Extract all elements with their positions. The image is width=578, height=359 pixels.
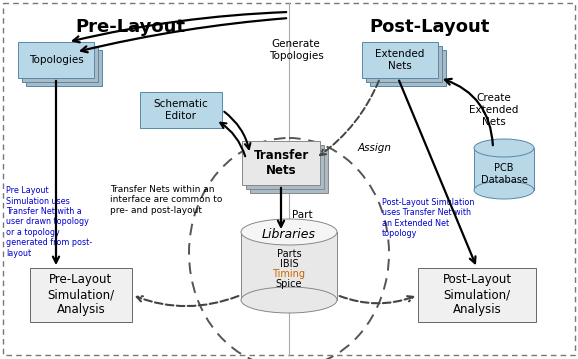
- Text: Libraries: Libraries: [262, 228, 316, 242]
- Ellipse shape: [474, 181, 534, 199]
- FancyBboxPatch shape: [250, 149, 328, 193]
- Bar: [241, 232, 337, 300]
- Ellipse shape: [474, 139, 534, 157]
- Text: PCB
Database: PCB Database: [480, 163, 528, 185]
- FancyBboxPatch shape: [30, 268, 132, 322]
- Text: Spice: Spice: [276, 279, 302, 289]
- Ellipse shape: [241, 219, 337, 245]
- Text: Schematic
Editor: Schematic Editor: [154, 99, 209, 121]
- FancyBboxPatch shape: [18, 42, 94, 78]
- FancyBboxPatch shape: [242, 141, 320, 185]
- Text: Topologies: Topologies: [29, 55, 83, 65]
- Text: Generate
Topologies: Generate Topologies: [269, 39, 323, 61]
- Text: Create
Extended
Nets: Create Extended Nets: [469, 93, 518, 127]
- Text: Transfer
Nets: Transfer Nets: [253, 149, 309, 177]
- Ellipse shape: [241, 287, 337, 313]
- FancyBboxPatch shape: [366, 46, 442, 82]
- Text: Pre-Layout
Simulation/
Analysis: Pre-Layout Simulation/ Analysis: [47, 274, 114, 317]
- Text: IBIS: IBIS: [280, 259, 298, 269]
- Text: Assign: Assign: [358, 143, 392, 153]
- Text: Pre-Layout: Pre-Layout: [75, 18, 185, 36]
- FancyBboxPatch shape: [140, 92, 222, 128]
- FancyBboxPatch shape: [362, 42, 438, 78]
- Text: Extended
Nets: Extended Nets: [375, 49, 425, 71]
- Text: Transfer Nets within an
interface are common to
pre- and post-layout: Transfer Nets within an interface are co…: [110, 185, 223, 215]
- Bar: [474, 148, 534, 190]
- Text: Part: Part: [292, 210, 313, 220]
- FancyBboxPatch shape: [22, 46, 98, 82]
- Text: Timing: Timing: [272, 269, 306, 279]
- Text: Pre Layout
Simulation uses
Transfer Net with a
user drawn topology
or a topology: Pre Layout Simulation uses Transfer Net …: [6, 186, 92, 258]
- Text: Post-Layout
Simulation/
Analysis: Post-Layout Simulation/ Analysis: [442, 274, 512, 317]
- FancyBboxPatch shape: [246, 145, 324, 189]
- Text: Post-Layout Simulation
uses Transfer Net with
an Extended Net
topology: Post-Layout Simulation uses Transfer Net…: [382, 198, 475, 238]
- Text: Parts: Parts: [277, 249, 301, 259]
- FancyBboxPatch shape: [418, 268, 536, 322]
- FancyBboxPatch shape: [26, 50, 102, 86]
- FancyBboxPatch shape: [370, 50, 446, 86]
- Text: Post-Layout: Post-Layout: [370, 18, 490, 36]
